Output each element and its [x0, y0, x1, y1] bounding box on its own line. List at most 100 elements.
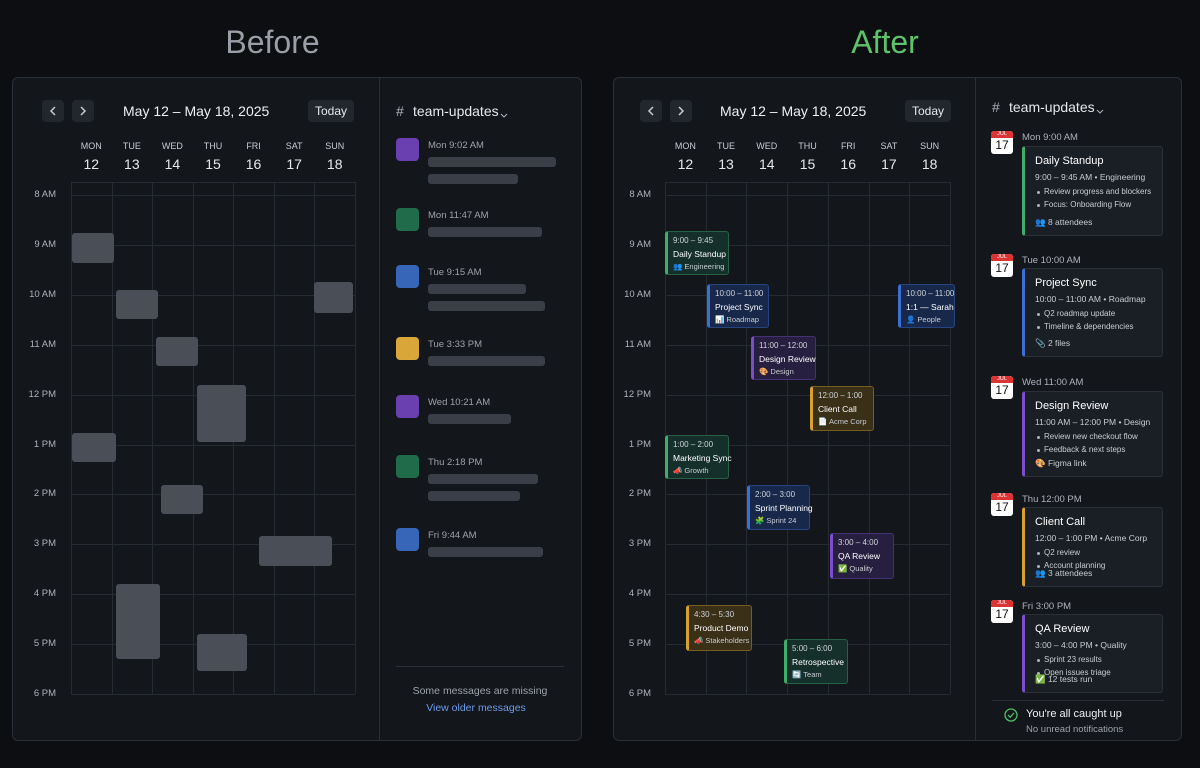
hour-label: 2 PM [33, 488, 56, 500]
status-title: You're all caught up [1026, 708, 1122, 720]
grid-row [71, 182, 355, 183]
calendar-icon: JUL 17 [991, 376, 1013, 399]
placeholder-text [428, 491, 520, 501]
panel [12, 77, 582, 741]
day-name: THU [203, 141, 223, 151]
card-when: Thu 12:00 PM [1022, 494, 1082, 505]
event-tag: 🔄 Team [792, 670, 822, 679]
card-footer: ✅ 12 tests run [1035, 674, 1093, 684]
card-bullet: Review progress and blockers [1044, 187, 1152, 196]
calendar-icon: JUL 17 [991, 600, 1013, 623]
card[interactable]: Daily Standup 9:00 – 9:45 AM • Engineerin… [1022, 146, 1163, 236]
event[interactable]: 12:00 – 1:00 Client Call 📄 Acme Corp [810, 386, 874, 431]
nav-button[interactable] [42, 100, 64, 122]
avatar [396, 528, 419, 551]
placeholder-text [428, 301, 545, 311]
channel-name[interactable]: team-updates [1009, 99, 1095, 115]
hour-label: 11 AM [624, 338, 651, 350]
event[interactable]: 3:00 – 4:00 QA Review ✅ Quality [830, 533, 894, 579]
card[interactable]: QA Review 3:00 – 4:00 PM • Quality Sprint … [1022, 614, 1163, 693]
hour-label: 9 AM [34, 238, 56, 250]
event-time: 10:00 – 11:00 [906, 289, 955, 298]
placeholder-event [116, 584, 160, 659]
card[interactable]: Project Sync 10:00 – 11:00 AM • Roadmap Q2… [1022, 268, 1163, 357]
event[interactable]: 9:00 – 9:45 Daily Standup 👥 Engineering [665, 231, 729, 275]
icon-month: JUL [991, 254, 1013, 261]
nav-button[interactable] [640, 100, 662, 122]
message-time: Thu 2:18 PM [428, 457, 483, 468]
event[interactable]: 10:00 – 11:00 Project Sync 📊 Roadmap [707, 284, 769, 328]
placeholder-text [428, 356, 545, 366]
avatar [396, 265, 419, 288]
event-title: Marketing Sync [673, 453, 732, 463]
card-bullet: Focus: Onboarding Flow [1044, 200, 1132, 209]
day-name: WED [756, 141, 778, 151]
grid-row [71, 544, 355, 546]
channel-hash: # [396, 103, 404, 119]
link[interactable]: View older messages [426, 702, 526, 714]
grid-column [746, 182, 748, 694]
day-name: FRI [246, 141, 261, 151]
hour-label: 3 PM [33, 538, 56, 550]
grid-column [192, 182, 194, 694]
day-date: 18 [326, 156, 343, 172]
placeholder-text [428, 174, 518, 184]
grid-row [71, 694, 355, 695]
nav-button[interactable] [670, 100, 692, 122]
day-date: 15 [799, 156, 816, 172]
card-meta: 11:00 AM – 12:00 PM • Design [1035, 417, 1151, 427]
placeholder-text [428, 414, 511, 424]
event[interactable]: 2:00 – 3:00 Sprint Planning 🧩 Sprint 24 [747, 485, 813, 530]
today-button[interactable]: Today [905, 100, 951, 122]
message-time: Tue 9:15 AM [428, 267, 482, 278]
event-tag: 👥 Engineering [673, 262, 725, 271]
placeholder-event [161, 485, 203, 514]
icon-month: JUL [991, 493, 1013, 500]
card[interactable]: Client Call 12:00 – 1:00 PM • Acme Corp Q2… [1022, 507, 1163, 587]
day-date: 14 [164, 156, 181, 172]
event-title: 1:1 — Sarah [906, 302, 954, 312]
grid-column [868, 182, 870, 694]
event[interactable]: 11:00 – 12:00 Design Review 🎨 Design [751, 336, 816, 380]
card-meta: 10:00 – 11:00 AM • Roadmap [1035, 294, 1146, 304]
grid-row [71, 494, 355, 496]
channel-name[interactable]: team-updates [413, 103, 499, 119]
event[interactable]: 1:00 – 2:00 Marketing Sync 📣 Growth [665, 435, 732, 479]
today-button[interactable]: Today [308, 100, 354, 122]
hour-label: 10 AM [29, 288, 56, 300]
hour-label: 12 PM [623, 388, 651, 400]
hour-label: 11 AM [29, 338, 56, 350]
event-time: 5:00 – 6:00 [792, 644, 833, 653]
nav-button[interactable] [72, 100, 94, 122]
event-tag: 📣 Stakeholders [694, 636, 750, 645]
card-bullet: Q2 review [1044, 548, 1081, 557]
placeholder-event [156, 337, 198, 366]
event[interactable]: 5:00 – 6:00 Retrospective 🔄 Team [784, 639, 848, 684]
hour-label: 4 PM [33, 588, 56, 600]
divider [379, 78, 380, 740]
grid-row [71, 294, 355, 296]
placeholder-event [72, 233, 114, 263]
calendar-icon: JUL 17 [991, 254, 1013, 277]
hour-label: 5 PM [628, 638, 651, 650]
hour-label: 6 PM [628, 688, 651, 699]
bullet-dot [1037, 552, 1040, 555]
divider [992, 700, 1164, 701]
event[interactable]: 10:00 – 11:00 1:1 — Sarah 👤 People [898, 284, 955, 328]
message-time: Fri 9:44 AM [428, 530, 477, 541]
calendar-icon: JUL 17 [991, 493, 1013, 516]
placeholder-text [428, 547, 543, 557]
card-when: Mon 9:00 AM [1022, 132, 1078, 143]
day-date: 13 [124, 156, 140, 172]
placeholder-event [197, 385, 246, 442]
event[interactable]: 4:30 – 5:30 Product Demo 📣 Stakeholders [686, 605, 752, 651]
day-date: 14 [758, 156, 775, 172]
divider [975, 78, 976, 740]
card[interactable]: Design Review 11:00 AM – 12:00 PM • Desig… [1022, 391, 1163, 477]
card-meta: 12:00 – 1:00 PM • Acme Corp [1035, 533, 1148, 543]
event-title: Sprint Planning [755, 503, 813, 513]
event-time: 2:00 – 3:00 [755, 490, 796, 499]
event-time: 11:00 – 12:00 [759, 341, 808, 350]
grid-row [665, 594, 950, 596]
bullet-dot [1037, 436, 1040, 439]
